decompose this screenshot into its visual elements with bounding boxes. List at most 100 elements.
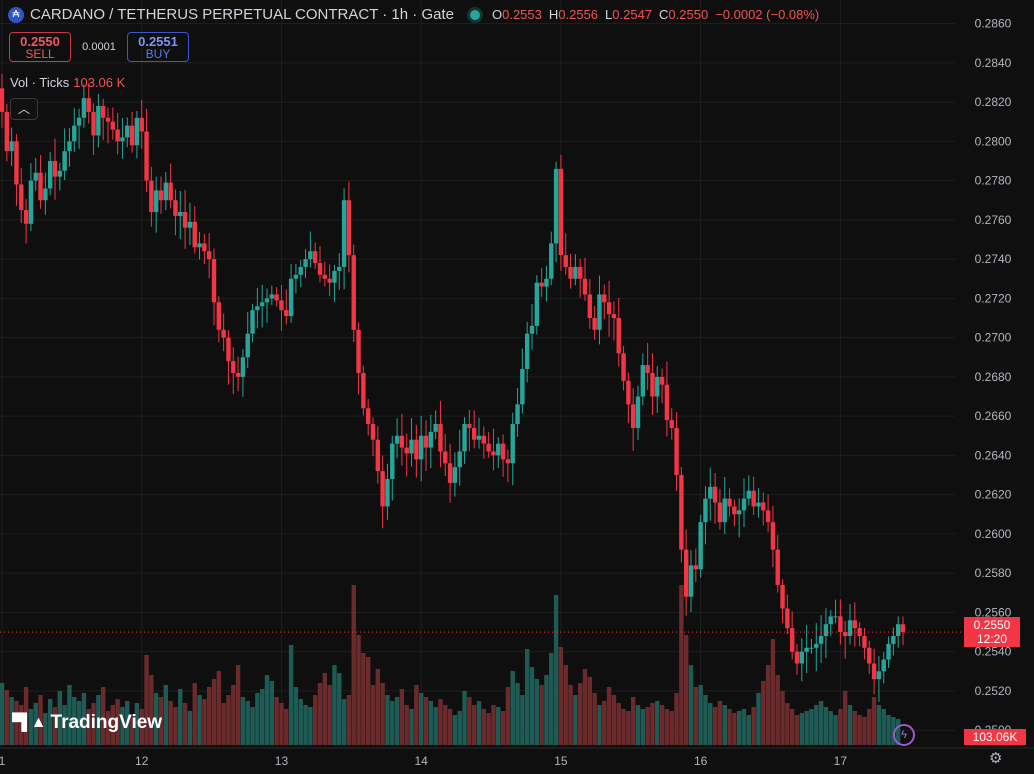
volume-bar [481, 709, 487, 745]
candle-body [86, 98, 91, 112]
candle-body [500, 443, 506, 460]
candle-body [158, 190, 164, 201]
candle-body [433, 424, 438, 432]
candle-body [394, 435, 400, 444]
volume-bar [886, 715, 891, 745]
candle-body [881, 659, 886, 672]
candle-body [553, 168, 559, 244]
candle-body [47, 160, 53, 189]
volume-bar [505, 687, 511, 745]
change-value: −0.0002 (−0.08%) [715, 7, 820, 22]
volume-bar [375, 669, 381, 745]
candle-body [385, 478, 390, 507]
volume-bar [105, 711, 111, 745]
tradingview-mark-icon: ▀▌▲ [12, 714, 46, 731]
volume-bar [414, 685, 419, 745]
candle-body [438, 424, 443, 452]
candle-body [621, 353, 626, 381]
volume-bar [409, 709, 414, 745]
collapse-icon[interactable]: ︿ [10, 98, 38, 120]
volume-bar [182, 703, 188, 745]
candle-body [814, 643, 819, 648]
candle-body [14, 141, 19, 185]
lightning-icon[interactable]: ϟ [893, 724, 915, 746]
volume-bar [833, 715, 838, 745]
last-price-value: 0.2550 [973, 618, 1011, 632]
high-value: 0.2556 [558, 7, 599, 22]
volume-bar [96, 695, 101, 745]
y-tick-label: 0.2820 [975, 95, 1012, 109]
volume-bar [876, 705, 882, 745]
volume-bar [264, 675, 270, 745]
candle-body [129, 125, 135, 146]
volume-bar [626, 711, 631, 745]
candle-body [611, 314, 617, 318]
spread-value: 0.0001 [82, 41, 116, 53]
candle-body [332, 270, 337, 283]
volume-bar [288, 645, 294, 745]
open-key: O [491, 7, 503, 22]
candle-body [380, 471, 385, 507]
volume-bar [529, 667, 535, 745]
volume-bar [732, 713, 737, 745]
sell-button[interactable]: 0.2550 SELL [9, 32, 71, 62]
volume-bar [153, 693, 159, 745]
candle-body [828, 616, 833, 625]
candle-body [722, 498, 727, 523]
volume-bar [178, 689, 183, 745]
volume-bar [438, 699, 443, 745]
candle-body [356, 329, 361, 373]
volume-bar [775, 675, 780, 745]
volume-bar [852, 711, 858, 745]
low-key: L [605, 7, 613, 22]
volume-bar [245, 701, 250, 745]
volume-bar [38, 695, 43, 745]
volume-bar [500, 711, 506, 745]
candle-body [110, 121, 116, 130]
candle-body [712, 486, 718, 503]
candle-body [736, 510, 742, 515]
candle-body [308, 251, 313, 260]
candle-body [245, 333, 250, 358]
volume-bar [4, 690, 10, 745]
candle-body [669, 420, 674, 428]
candle-body [341, 200, 347, 267]
volume-bar [457, 711, 462, 745]
candle-body [120, 137, 125, 142]
volume-bar [881, 709, 886, 745]
x-tick-label: 1 [0, 754, 6, 768]
candle-body [732, 506, 737, 515]
volume-bar [168, 701, 173, 745]
volume-bar [404, 705, 409, 745]
volume-bar [433, 707, 438, 745]
candle-body [674, 427, 679, 476]
volume-bar [679, 585, 684, 745]
y-tick-label: 0.2760 [975, 213, 1012, 227]
volume-bar [789, 709, 795, 745]
candle-body [418, 435, 424, 460]
volume-bar [322, 673, 328, 745]
volume-bar [240, 697, 246, 745]
volume-bar [231, 685, 236, 745]
volume-bar [380, 683, 385, 745]
buy-button[interactable]: 0.2551 BUY [127, 32, 189, 62]
volume-bar [125, 701, 130, 745]
candle-body [746, 490, 752, 499]
volume-bar [688, 665, 694, 745]
settings-icon[interactable]: ⚙ [989, 750, 1003, 767]
candle-body [447, 463, 453, 483]
volume-bar [221, 703, 226, 745]
volume-bar [539, 685, 544, 745]
volume-bar [577, 683, 583, 745]
candle-body [9, 141, 14, 152]
candle-body [847, 620, 853, 636]
candle-body [43, 188, 48, 201]
candle-body [72, 125, 77, 142]
volume-bar [332, 665, 337, 745]
candle-body [149, 180, 154, 212]
volume-bar [630, 697, 636, 745]
chart-legend: ₳ CARDANO / TETHERUS PERPETUAL CONTRACT … [8, 6, 819, 23]
volume-bar [317, 683, 323, 745]
candle-body [62, 151, 67, 171]
